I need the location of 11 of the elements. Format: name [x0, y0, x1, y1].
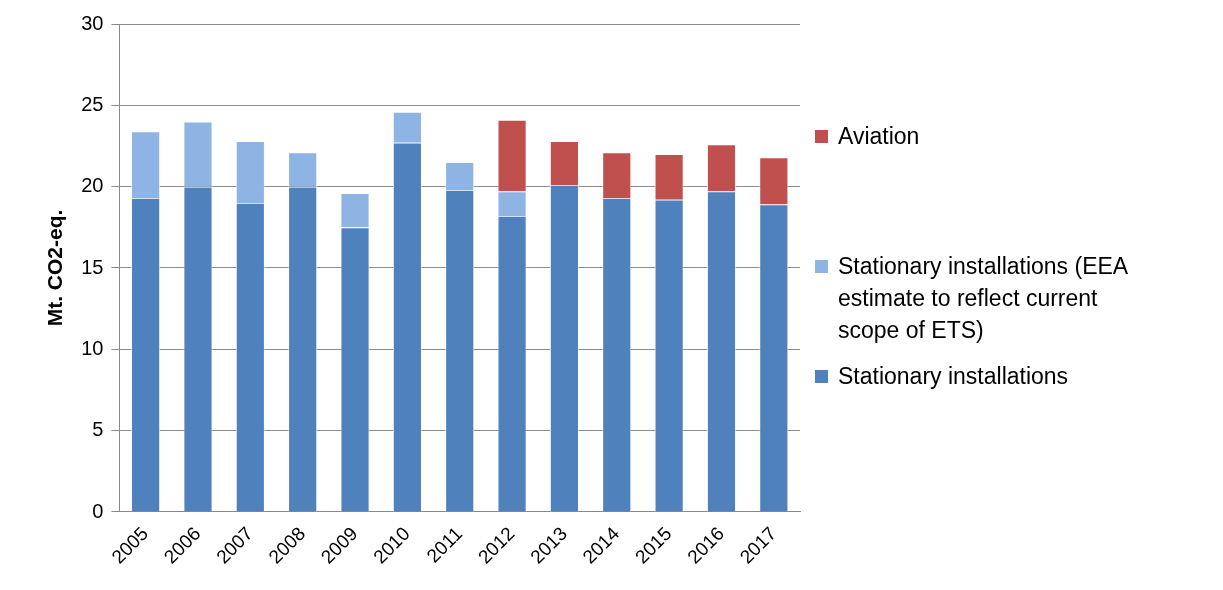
- legend-label: Aviation: [838, 122, 920, 151]
- y-tick-label: 25: [81, 92, 104, 115]
- y-tick-label: 30: [81, 11, 104, 34]
- y-tick-label: 20: [81, 174, 104, 197]
- y-tick-label: 10: [81, 336, 104, 359]
- y-axis-title: Mt. CO2-eq.: [43, 209, 67, 327]
- y-tick-label: 5: [92, 418, 104, 441]
- legend-label: Stationary installations (EEA estimate to reflect current scope of ETS): [838, 252, 1129, 345]
- legend-label: Stationary installations: [838, 362, 1069, 391]
- y-tick-label: 0: [92, 499, 104, 522]
- y-tick-label: 15: [81, 255, 104, 278]
